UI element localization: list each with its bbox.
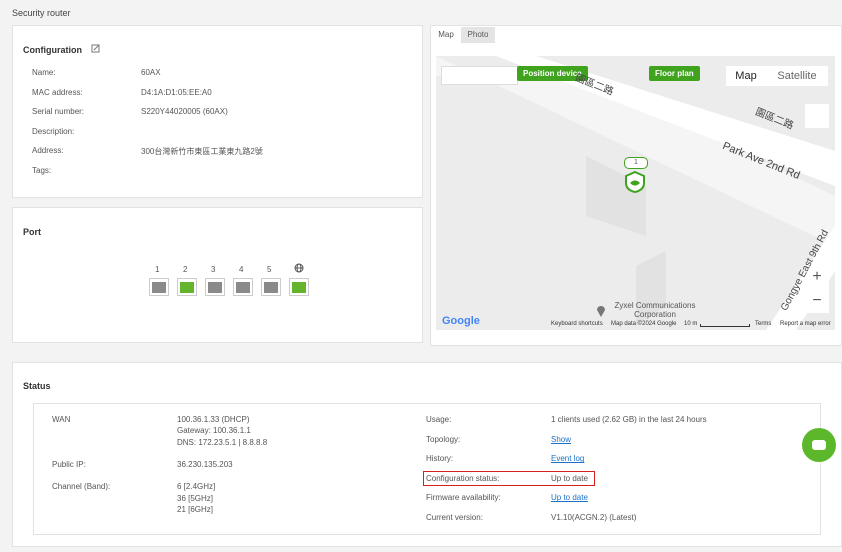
status-value: 21 [6GHz]: [177, 504, 214, 514]
field-label: Address:: [32, 146, 64, 156]
status-label: History:: [426, 454, 454, 464]
place-label: Zyxel Communications Corporation: [614, 301, 696, 319]
status-value[interactable]: Show: [551, 434, 572, 444]
field-label: Name:: [32, 68, 56, 77]
position-device-button[interactable]: Position device: [517, 66, 588, 81]
status-label: Usage:: [426, 415, 452, 424]
lan-port[interactable]: [205, 278, 225, 296]
field-value: S220Y44020005 (60AX): [141, 107, 228, 117]
status-label: Channel (Band):: [52, 482, 111, 492]
map-footer[interactable]: Keyboard shortcuts: [551, 321, 603, 327]
port-number: 5: [267, 265, 272, 274]
port-number: 4: [239, 265, 244, 274]
section-title: Configuration: [23, 45, 82, 55]
status-value: 36.230.135.203: [177, 459, 233, 469]
status-value: 1 clients used (2.62 GB) in the last 24 …: [551, 415, 707, 424]
section-title: Status: [23, 381, 51, 391]
lan-port[interactable]: [261, 278, 281, 296]
map-footer[interactable]: Terms: [755, 321, 772, 327]
status-value: DNS: 172.23.5.1 | 8.8.8.8: [177, 437, 268, 447]
status-value[interactable]: Event log: [551, 454, 585, 464]
google-logo: Google: [442, 315, 480, 327]
map-footer: Map data ©2024 Google: [611, 321, 677, 327]
status-label: Configuration status:: [426, 473, 500, 483]
zoom-controls[interactable]: + −: [805, 265, 829, 313]
field-label: Description:: [32, 126, 75, 136]
status-label: Public IP:: [52, 459, 86, 469]
status-value: 100.36.1.33 (DHCP): [177, 415, 250, 424]
map-scale: 10 m: [684, 321, 698, 327]
fullscreen-button[interactable]: [805, 104, 829, 128]
field-label: Serial number:: [32, 107, 85, 117]
port-number: 1: [155, 265, 160, 274]
configuration-panel: [12, 25, 423, 198]
status-label: Current version:: [426, 513, 483, 522]
map-type-button[interactable]: Map: [726, 66, 766, 86]
map-footer[interactable]: Report a map error: [780, 321, 831, 327]
status-value: V1.10(ACGN.2) (Latest): [551, 513, 637, 522]
field-label: Tags:: [32, 166, 52, 175]
status-value[interactable]: Up to date: [551, 493, 588, 503]
status-panel: [12, 362, 842, 547]
tab[interactable]: Photo: [461, 27, 495, 43]
wan-port[interactable]: [289, 278, 309, 296]
status-label: Topology:: [426, 434, 461, 444]
device-marker[interactable]: [625, 171, 645, 193]
status-value: Gateway: 100.36.1.1: [177, 426, 251, 436]
section-title: Port: [23, 227, 41, 237]
page-title: Security router: [12, 8, 71, 18]
map-canvas[interactable]: [436, 56, 835, 330]
status-box: [33, 403, 821, 535]
lan-port[interactable]: [149, 278, 169, 296]
field-value: 60AX: [141, 68, 161, 77]
status-value: Up to date: [551, 473, 588, 483]
status-label: Firmware availability:: [426, 493, 501, 503]
port-number: 3: [211, 265, 216, 274]
satellite-type-button[interactable]: Satellite: [766, 66, 828, 86]
port-panel: [12, 207, 423, 343]
field-value: D4:1A:D1:05:EE:A0: [141, 87, 212, 97]
lan-port[interactable]: [177, 278, 197, 296]
lan-port[interactable]: [233, 278, 253, 296]
place-pin: [597, 306, 605, 317]
device-marker-count[interactable]: 1: [624, 157, 648, 169]
status-value: 6 [2.4GHz]: [177, 482, 216, 492]
status-value: 36 [5GHz]: [177, 493, 214, 503]
chat-button[interactable]: [802, 428, 836, 462]
field-value: 300台灣新竹市東區工業東九路2號: [141, 147, 263, 157]
scale-bar: [700, 324, 750, 327]
port-number: 2: [183, 265, 188, 274]
map-tools[interactable]: [441, 66, 518, 85]
status-label: WAN: [52, 415, 71, 424]
edit-icon[interactable]: [91, 44, 101, 54]
floor-plan-button[interactable]: Floor plan: [649, 66, 700, 81]
highlight-box: [423, 470, 595, 486]
wan-globe-icon: [294, 263, 304, 273]
field-label: MAC address:: [32, 87, 83, 97]
tab[interactable]: Map: [432, 27, 460, 43]
